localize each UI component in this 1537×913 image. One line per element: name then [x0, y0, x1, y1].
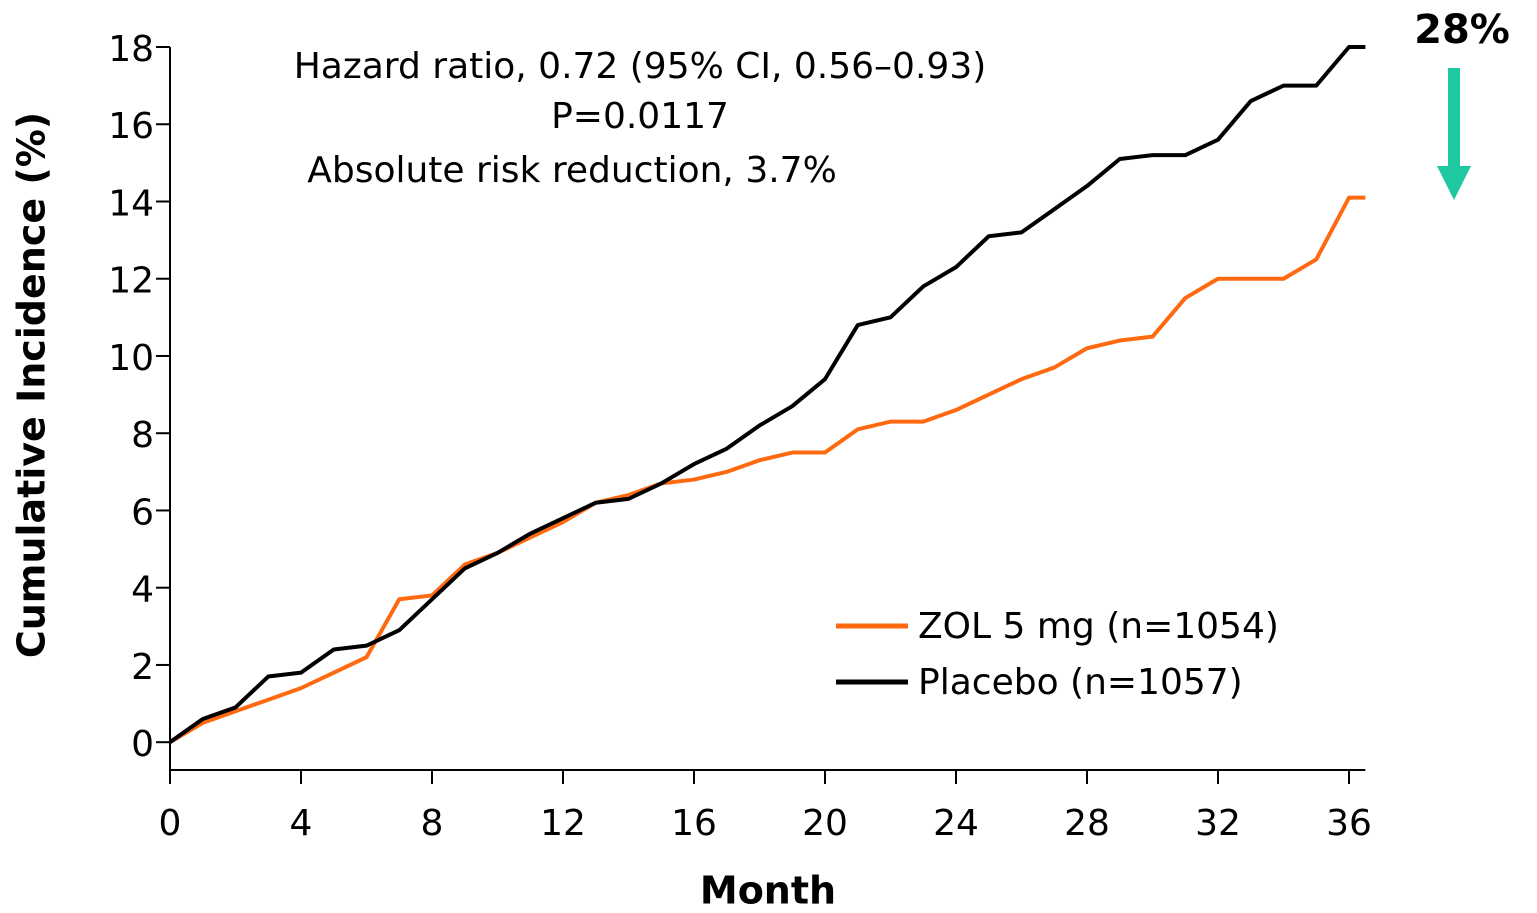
y-tick-label: 2	[131, 647, 154, 688]
y-tick-label: 12	[108, 261, 154, 302]
x-tick-label: 8	[421, 803, 444, 844]
annotation: 28%	[1414, 7, 1510, 53]
y-tick-label: 18	[108, 29, 154, 70]
y-tick-label: 10	[108, 338, 154, 379]
y-tick-label: 6	[131, 492, 154, 533]
x-tick-label: 4	[290, 803, 313, 844]
y-tick-label: 14	[108, 183, 154, 224]
y-axis-label: Cumulative Incidence (%)	[10, 112, 54, 658]
x-tick-label: 12	[540, 803, 586, 844]
annotation: P=0.0117	[551, 96, 729, 137]
x-tick-label: 36	[1326, 803, 1372, 844]
y-tick-label: 8	[131, 415, 154, 456]
x-tick-label: 16	[671, 803, 717, 844]
x-tick-label: 24	[933, 803, 979, 844]
legend-label: ZOL 5 mg (n=1054)	[918, 606, 1279, 647]
arrow-shaft	[1448, 68, 1460, 168]
y-tick-label: 4	[131, 570, 154, 611]
series-line	[168, 45, 1366, 744]
annotation: Hazard ratio, 0.72 (95% CI, 0.56–0.93)	[294, 46, 987, 87]
x-tick-label: 28	[1064, 803, 1110, 844]
x-tick-label: 0	[159, 803, 182, 844]
x-tick-label: 20	[802, 803, 848, 844]
series-line	[168, 195, 1366, 744]
legend-label: Placebo (n=1057)	[918, 662, 1243, 703]
arrow-head	[1437, 166, 1471, 200]
annotation: Absolute risk reduction, 3.7%	[307, 150, 837, 191]
y-tick-label: 0	[131, 724, 154, 765]
x-tick-label: 32	[1195, 803, 1241, 844]
x-axis-label: Month	[700, 869, 836, 913]
y-tick-label: 16	[108, 106, 154, 147]
